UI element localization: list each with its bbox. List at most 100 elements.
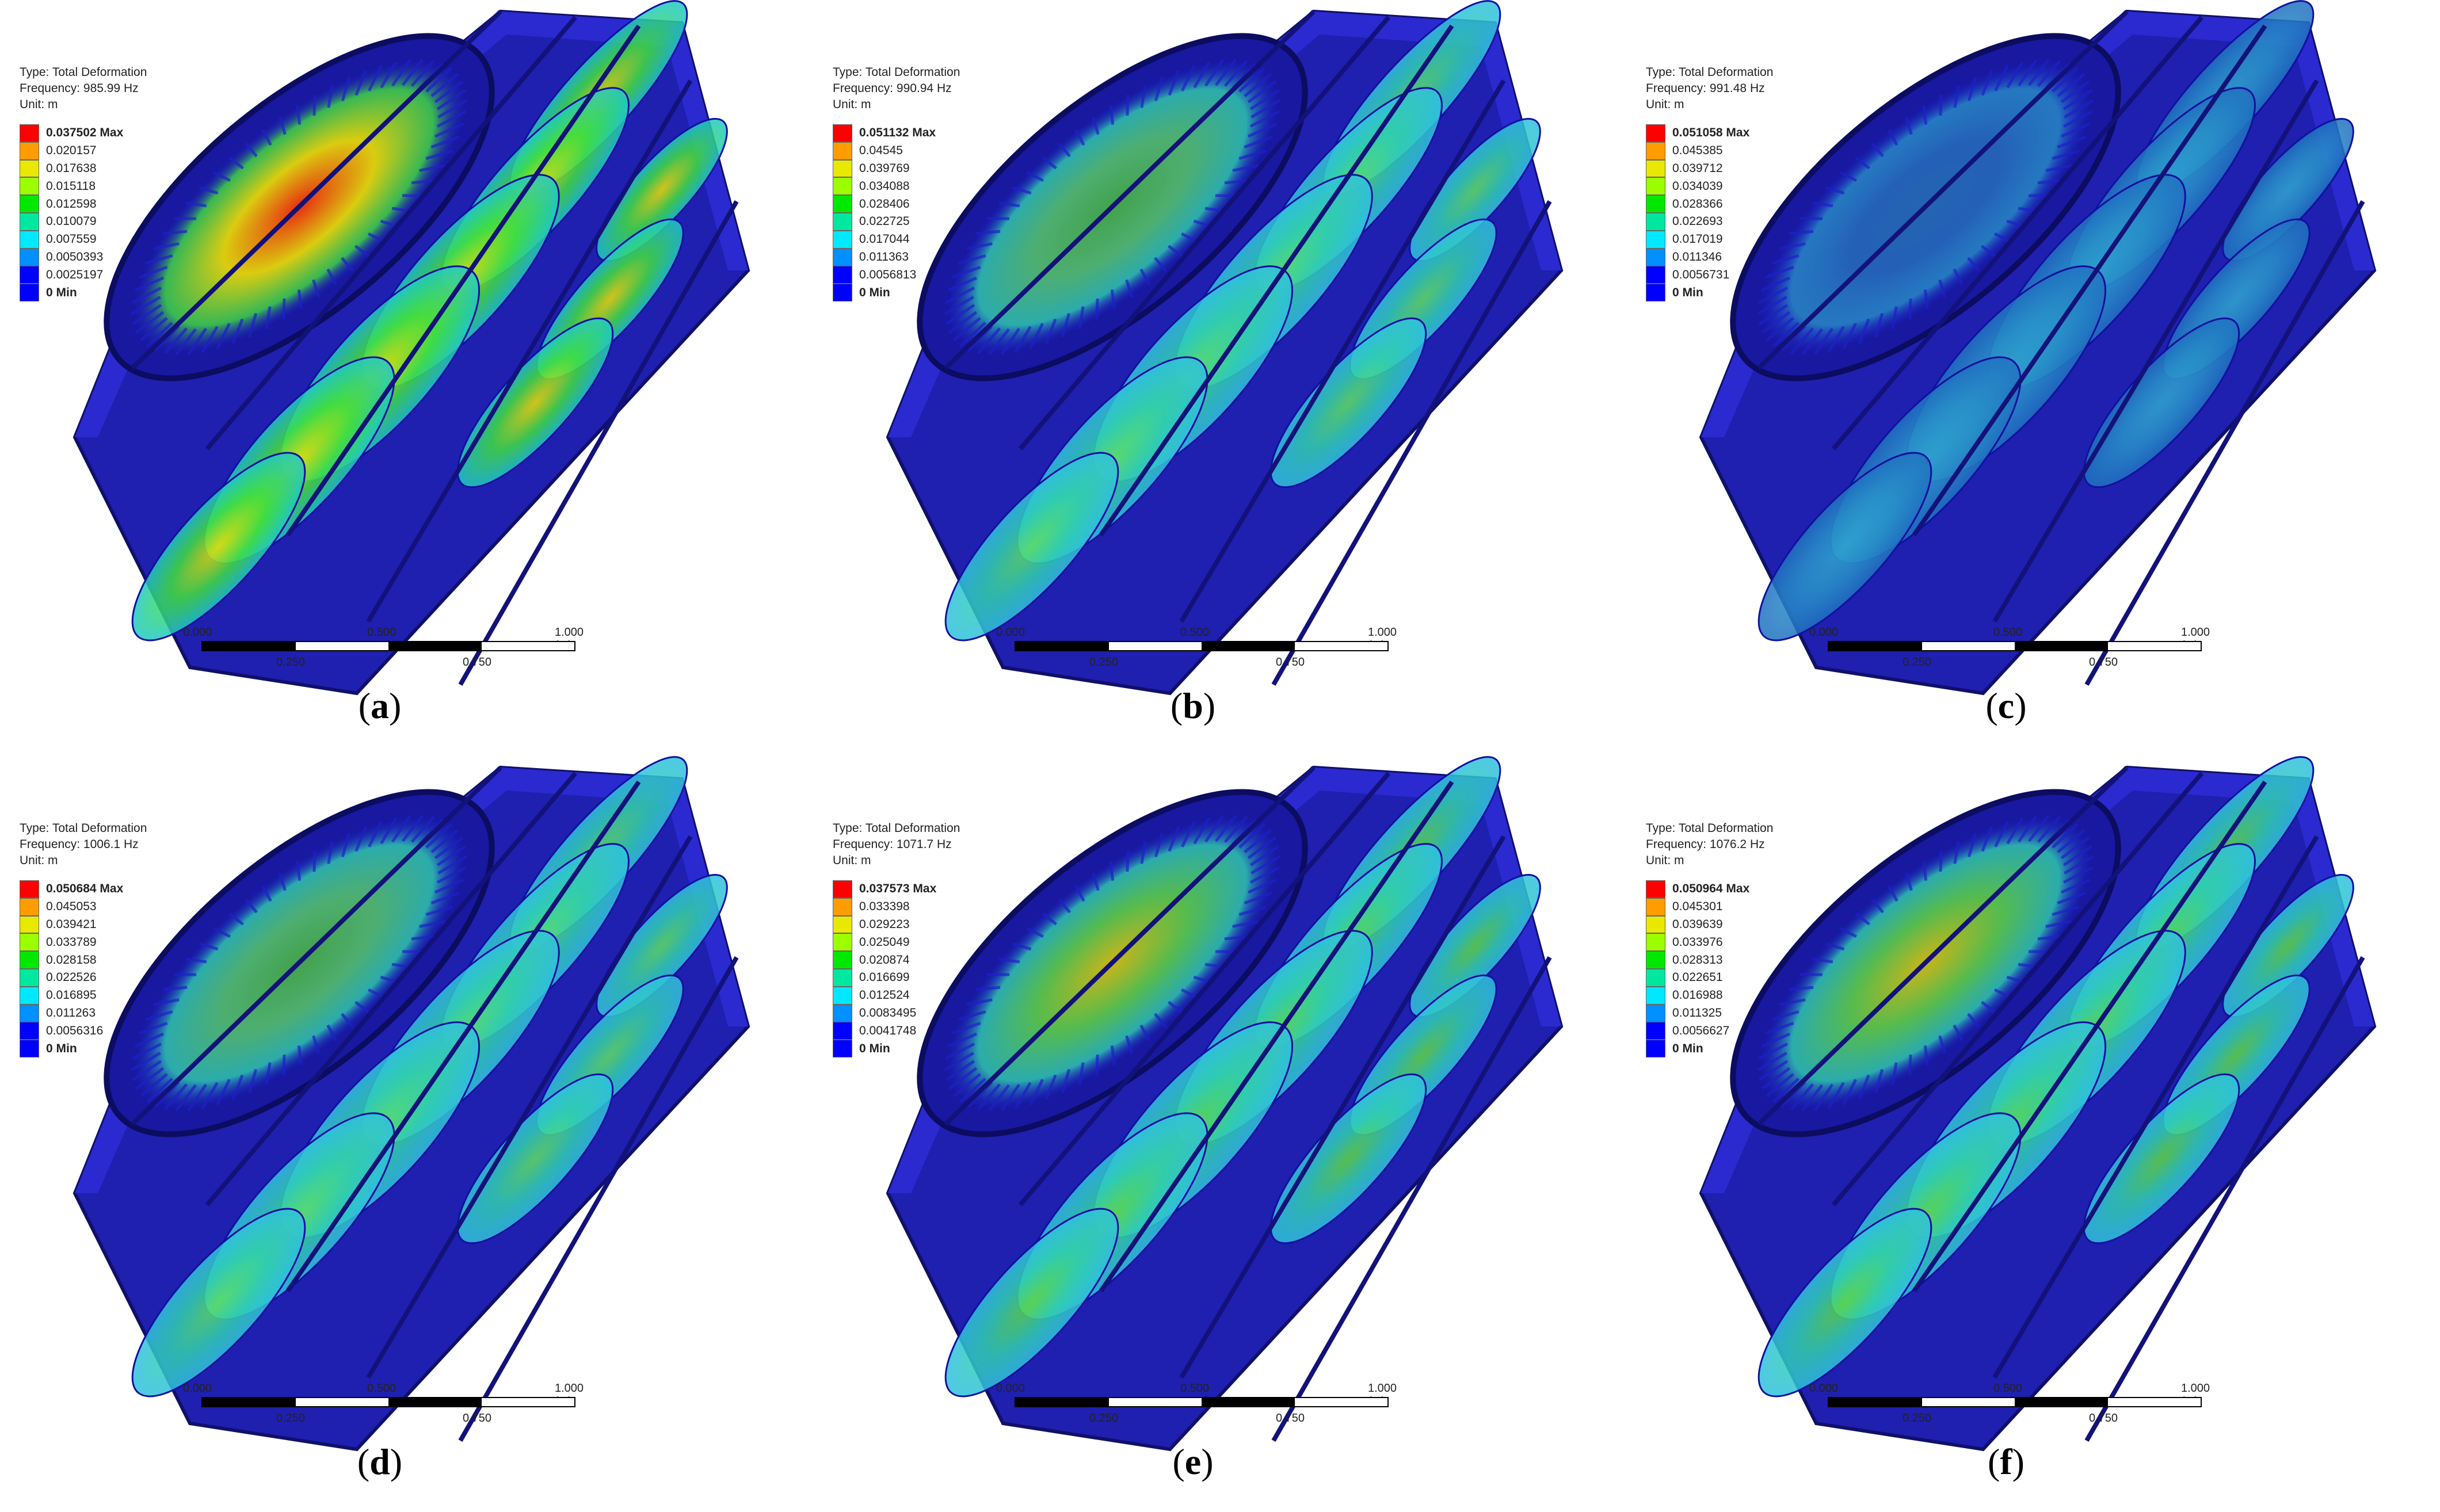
legend-value: 0 Min: [859, 1041, 890, 1055]
legend-entry: 0.028366: [1646, 195, 1773, 213]
legend-value: 0.022651: [1672, 971, 1723, 984]
legend-swatch: [833, 968, 852, 987]
legend-swatch: [20, 177, 39, 196]
legend-swatch: [1646, 159, 1665, 178]
legend-swatch: [1646, 986, 1665, 1005]
panel-seams: [131, 766, 739, 1442]
legend-swatch: [833, 266, 852, 284]
legend-entry: 0.028313: [1646, 951, 1773, 969]
panel-seams: [131, 10, 739, 686]
legend-entry: 0.022526: [20, 968, 147, 987]
legend-swatch: [1646, 951, 1665, 969]
legend-value: 0.037502 Max: [46, 126, 124, 140]
legend-entry: 0.034088: [833, 177, 960, 196]
legend-swatch: [833, 1022, 852, 1040]
legend-value: 0.037573 Max: [859, 882, 937, 896]
legend-swatch: [1646, 142, 1665, 160]
legend-value: 0.050684 Max: [46, 882, 124, 896]
legend-entry: 0.0056731: [1646, 266, 1773, 284]
legend-swatch: [833, 142, 852, 160]
unit-label: Unit: m: [1646, 98, 1684, 111]
scale-label-three-quarter: 0.750: [2089, 656, 2118, 669]
legend-value: 0.011346: [1672, 250, 1722, 264]
legend-entry: 0.011363: [833, 248, 960, 266]
legend-value: 0.028366: [1672, 197, 1723, 211]
stator-body: [73, 0, 750, 696]
legend-entry: 0.0056627: [1646, 1022, 1773, 1040]
legend-value: 0.045385: [1672, 144, 1723, 158]
legend-swatch: [833, 284, 852, 301]
legend-swatch: [20, 933, 39, 952]
legend-value: 0 Min: [46, 285, 77, 299]
legend-swatch: [1646, 284, 1665, 301]
legend-value: 0.007559: [46, 232, 97, 246]
legend-swatch: [833, 159, 852, 178]
legend-entry: 0.050964 Max: [1646, 880, 1773, 898]
panel-caption: (f): [1988, 1441, 2025, 1482]
legend: Type: Total Deformation Frequency: 985.9…: [20, 64, 147, 301]
legend-swatch: [20, 951, 39, 969]
legend-value: 0.022693: [1672, 215, 1723, 228]
bore-fins: [944, 814, 1281, 1112]
scale-bar-graphic: [201, 1397, 575, 1407]
result-type-label: Type: Total Deformation: [20, 822, 147, 835]
deformation-model: [1699, 756, 2377, 1452]
deformation-model: [73, 0, 750, 696]
legend-value: 0.022526: [46, 971, 97, 984]
scale-bar: 0.000 0.500 1.000 (m) 0.250 0.750: [996, 626, 1410, 684]
scale-bar-graphic: [1828, 641, 2202, 651]
panel-f: Type: Total Deformation Frequency: 1076.…: [1626, 756, 2439, 1512]
scale-bar: 0.000 0.500 1.000 (m) 0.250 0.750: [183, 626, 597, 684]
legend-entry: 0.037502 Max: [20, 124, 147, 142]
scale-label-quarter: 0.250: [1903, 656, 1932, 669]
stator-body: [1699, 756, 2377, 1452]
legend-entry: 0.017044: [833, 230, 960, 249]
frequency-label: Frequency: 985.99 Hz: [20, 82, 139, 95]
legend-entry: 0.045053: [20, 898, 147, 916]
bore-fins: [1757, 814, 2094, 1112]
legend-entry: 0.012598: [20, 195, 147, 213]
legend-entry: 0.016988: [1646, 986, 1773, 1005]
legend-value: 0.0041748: [859, 1024, 917, 1037]
result-type-label: Type: Total Deformation: [1646, 66, 1774, 79]
legend-swatch: [1646, 933, 1665, 952]
legend-entry: 0.039639: [1646, 915, 1773, 934]
legend-swatch: [833, 915, 852, 934]
legend-value: 0.0050393: [46, 250, 104, 264]
unit-label: Unit: m: [20, 854, 58, 867]
scale-label-quarter: 0.250: [1903, 1412, 1932, 1425]
legend-value: 0.045301: [1672, 900, 1723, 914]
scale-label-mid: 0.500: [1993, 626, 2023, 639]
legend-swatch: [833, 933, 852, 952]
legend-swatch: [1646, 248, 1665, 266]
legend-value: 0.020157: [46, 144, 97, 158]
scale-bar: 0.000 0.500 1.000 (m) 0.250 0.750: [183, 1382, 597, 1440]
legend: Type: Total Deformation Frequency: 991.4…: [1646, 64, 1773, 301]
scale-label-quarter: 0.250: [1089, 656, 1119, 669]
legend-swatch: [20, 266, 39, 284]
legend-entry: 0.022725: [833, 212, 960, 231]
legend-entry: 0.015118: [20, 177, 147, 196]
legend-value: 0.022725: [859, 215, 910, 228]
legend-swatch: [833, 986, 852, 1005]
stator-body: [1699, 0, 2377, 696]
legend-swatch: [833, 177, 852, 196]
legend-value: 0.016988: [1672, 988, 1723, 1002]
legend-value: 0.04545: [859, 144, 903, 158]
legend-value: 0.028406: [859, 197, 910, 211]
panel-caption: (a): [358, 685, 402, 726]
legend-swatch: [1646, 177, 1665, 196]
scale-bar-graphic: [1015, 1397, 1389, 1407]
legend-entry: 0.017019: [1646, 230, 1773, 249]
scale-label-three-quarter: 0.750: [1276, 1412, 1305, 1425]
panel-seams: [944, 766, 1552, 1442]
scale-label-mid: 0.500: [367, 1382, 396, 1395]
legend-value: 0.051132 Max: [859, 126, 936, 140]
panel-seams: [1757, 10, 2365, 686]
result-type-label: Type: Total Deformation: [1646, 822, 1774, 835]
legend: Type: Total Deformation Frequency: 1006.…: [20, 820, 147, 1057]
legend-swatch: [1646, 1040, 1665, 1057]
legend-swatch: [1646, 1022, 1665, 1040]
legend-swatch: [20, 124, 39, 142]
legend-entry: 0.051132 Max: [833, 124, 960, 142]
